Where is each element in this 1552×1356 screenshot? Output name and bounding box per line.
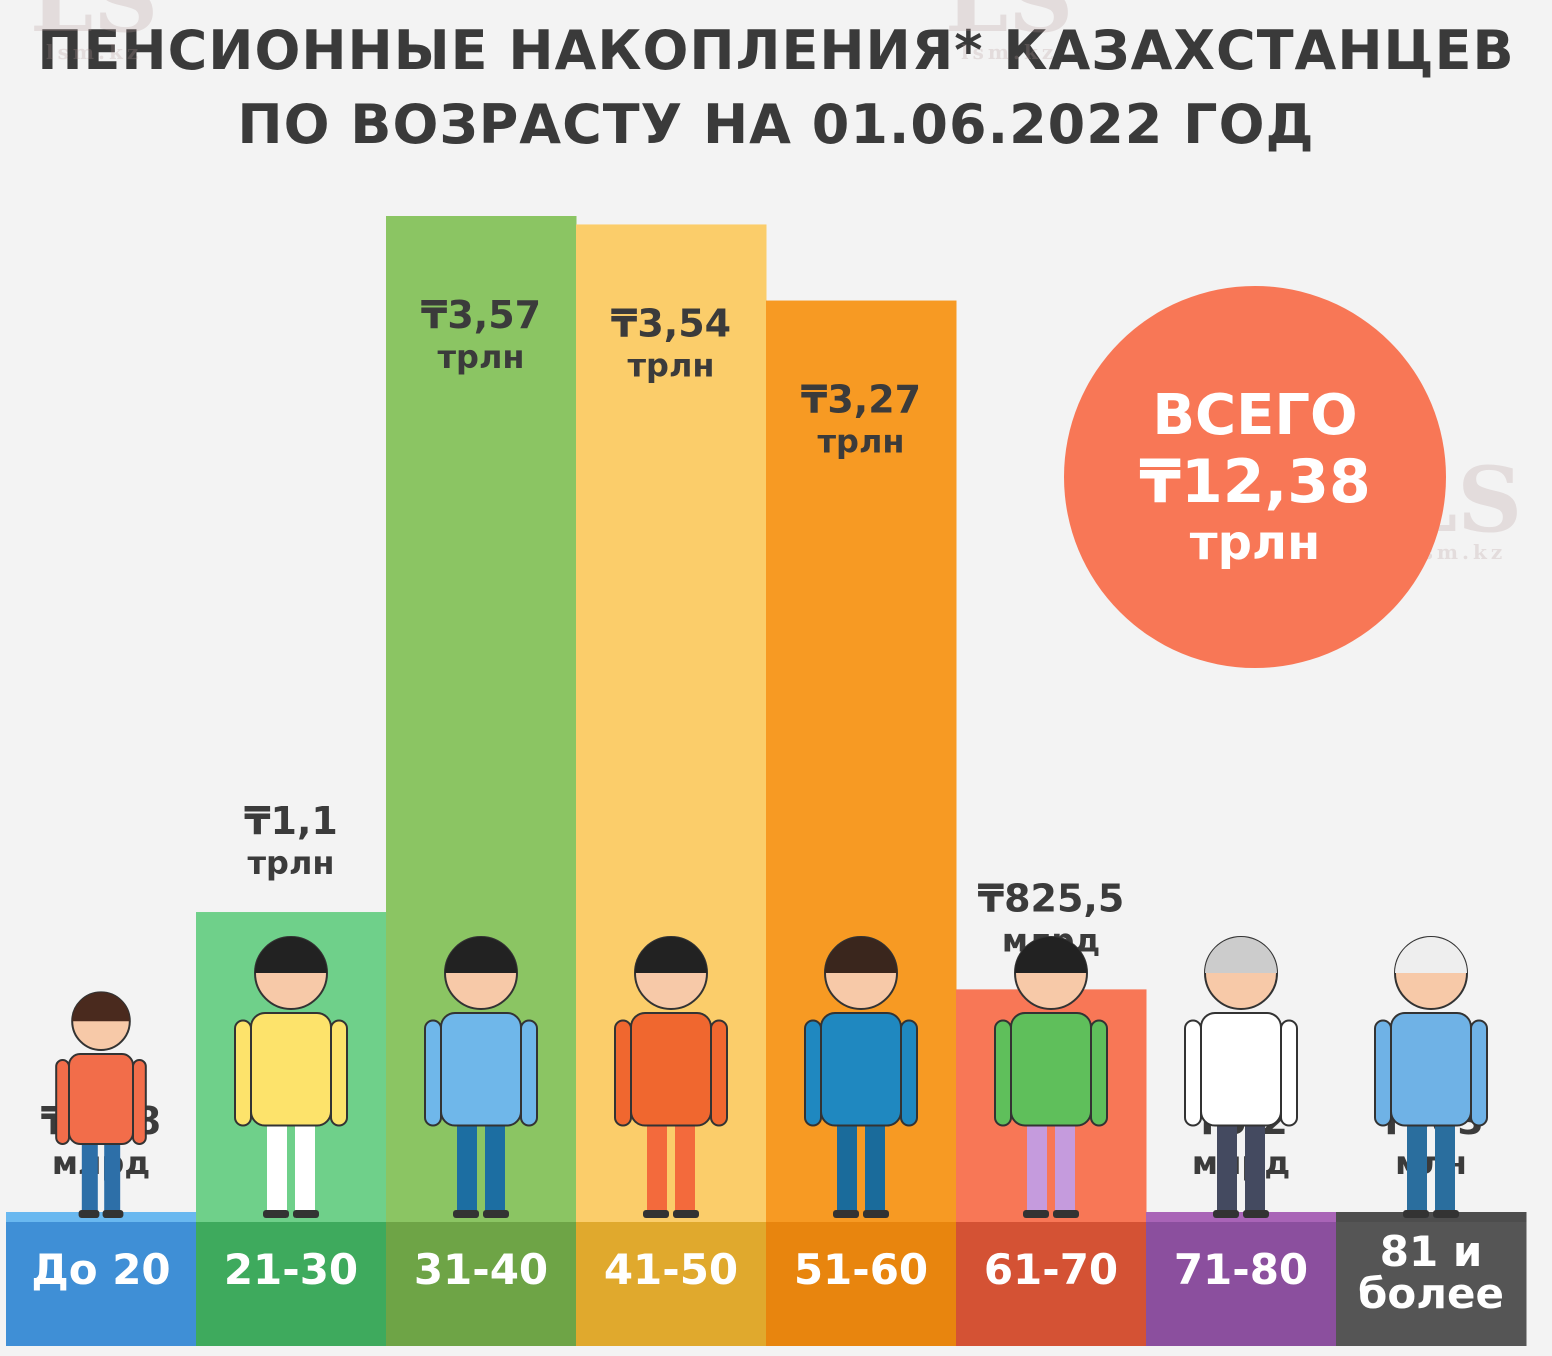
category-label-box (1146, 1222, 1337, 1346)
person-grandmother-icon (1184, 936, 1298, 1218)
person-senior-woman-icon (994, 936, 1108, 1218)
total-circle: ВСЕГО ₸12,38 трлн (1064, 286, 1446, 668)
bar-8 (1336, 1212, 1527, 1222)
data-label: ₸3,54 трлн (611, 301, 731, 384)
data-label: ₸1,1 трлн (244, 799, 338, 882)
category-label: 31-40 (414, 1245, 548, 1294)
chart-title: ПЕНСИОННЫЕ НАКОПЛЕНИЯ* КАЗАХСТАНЦЕВ ПО В… (0, 14, 1552, 162)
person-bearded-man-icon (804, 936, 918, 1218)
bar-1 (6, 1212, 197, 1222)
data-label: ₸3,57 трлн (421, 293, 541, 376)
title-line-1: ПЕНСИОННЫЕ НАКОПЛЕНИЯ* КАЗАХСТАНЦЕВ (37, 19, 1515, 82)
category-label: 21-30 (224, 1245, 358, 1294)
total-value: ₸12,38 (1139, 447, 1371, 517)
bar-7 (1146, 1212, 1337, 1222)
category-label-box (6, 1222, 197, 1346)
category-label-box (766, 1222, 957, 1346)
person-grandfather-icon (1374, 936, 1488, 1218)
category-label-box (1336, 1222, 1527, 1346)
category-label: До 20 (31, 1245, 170, 1294)
data-label: ₸3,27 трлн (801, 378, 921, 461)
category-label-box (576, 1222, 767, 1346)
total-label: ВСЕГО (1152, 383, 1358, 448)
category-label: 71-80 (1174, 1245, 1308, 1294)
category-label: 51-60 (794, 1245, 928, 1294)
person-woman-icon (614, 936, 728, 1218)
category-label-box (386, 1222, 577, 1346)
person-girl-icon (234, 936, 348, 1218)
title-line-2: ПО ВОЗРАСТУ НА 01.06.2022 ГОД (237, 93, 1315, 156)
person-boy-icon (55, 991, 147, 1218)
category-label: 81 и более (1358, 1227, 1504, 1318)
person-young-man-icon (424, 936, 538, 1218)
total-unit: трлн (1189, 515, 1321, 571)
category-label: 61-70 (984, 1245, 1118, 1294)
category-label-box (196, 1222, 387, 1346)
category-label: 41-50 (604, 1245, 738, 1294)
category-label-box (956, 1222, 1147, 1346)
